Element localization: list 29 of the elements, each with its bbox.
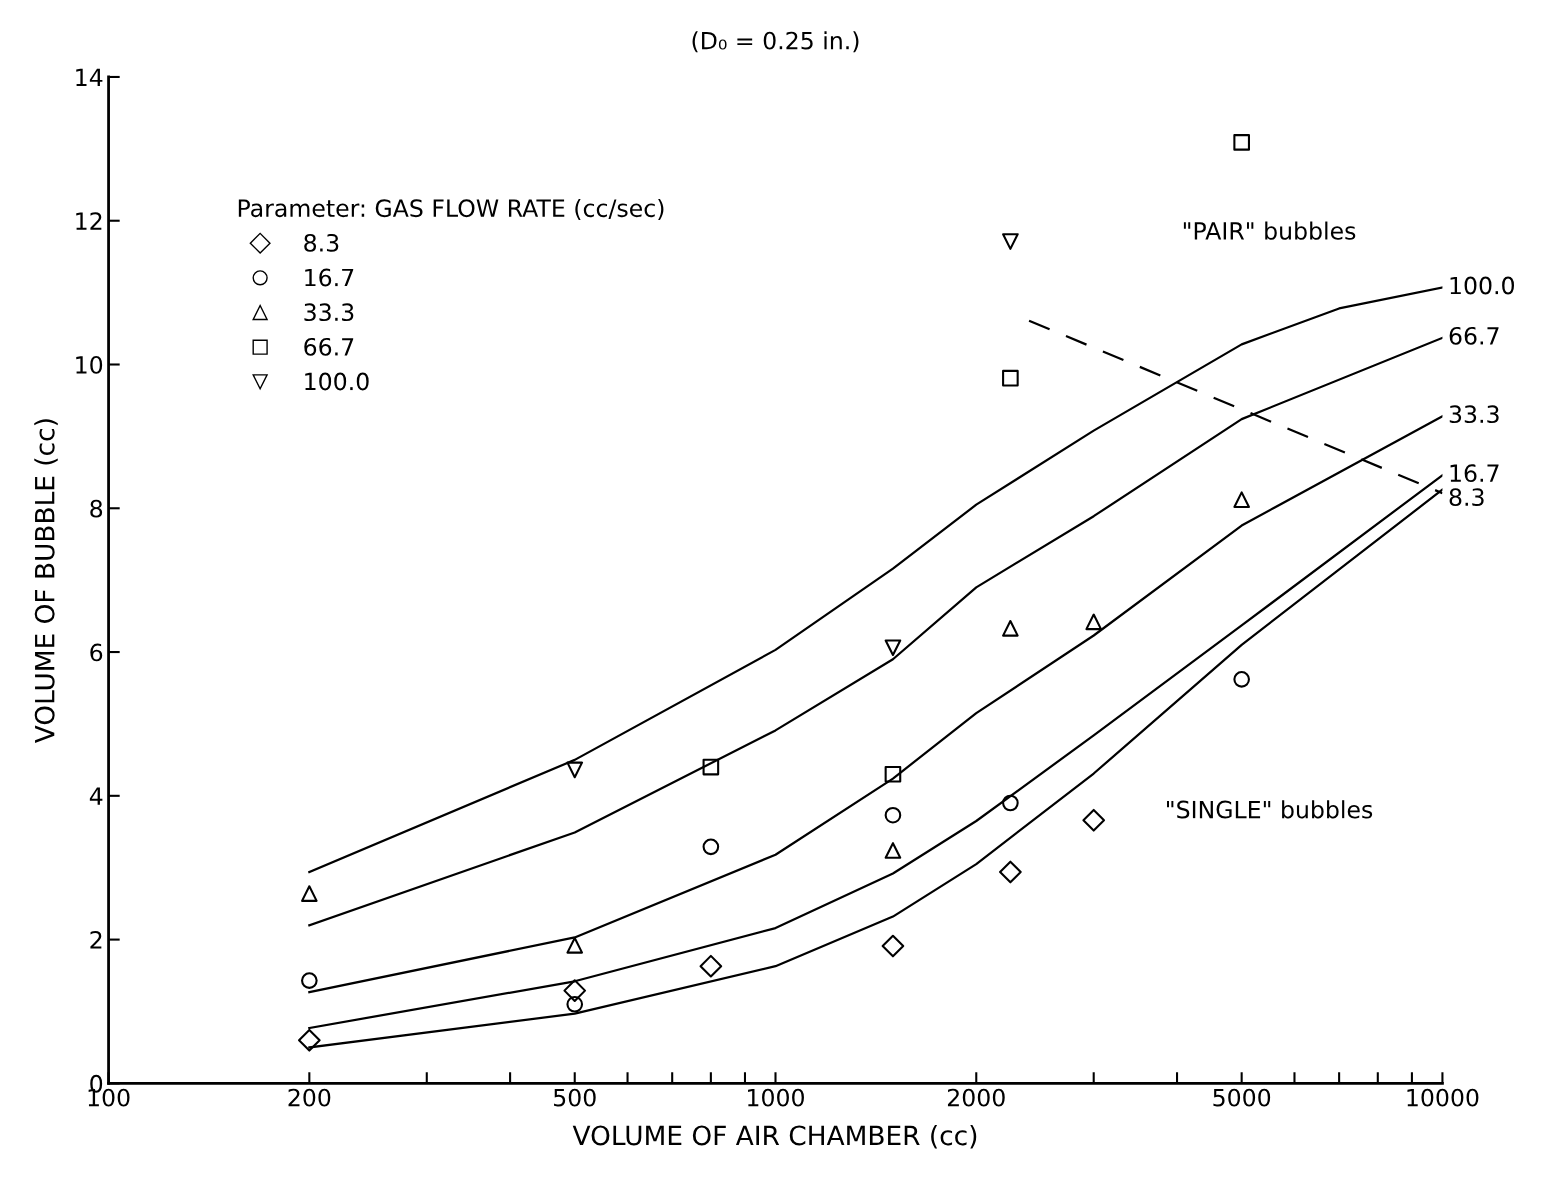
legend-label: 16.7 (305, 268, 354, 287)
y-tick-label: 8 (90, 499, 103, 518)
annotation: "SINGLE" bubbles (1167, 800, 1373, 819)
x-tick-label: 2000 (947, 1088, 1005, 1107)
series-label: 33.3 (1449, 405, 1499, 424)
legend-label: 8.3 (304, 233, 339, 252)
y-tick-label: 14 (76, 68, 103, 86)
legend-label: 100.0 (305, 372, 369, 391)
x-tick-label: 5000 (1213, 1088, 1271, 1107)
y-tick-label: 6 (90, 643, 103, 662)
legend-label: 33.3 (304, 303, 354, 322)
series-label: 100.0 (1450, 276, 1515, 295)
legend-title: Parameter: GAS FLOW RATE (cc/sec) (238, 198, 664, 220)
legend-label: 66.7 (304, 337, 354, 356)
y-axis-title: VOLUME OF BUBBLE (cc) (34, 419, 58, 744)
x-tick-label: 200 (288, 1088, 331, 1107)
x-tick-label: 10000 (1407, 1088, 1479, 1107)
series-label: 66.7 (1449, 326, 1499, 345)
series-label: 16.7 (1450, 464, 1499, 483)
y-tick-label: 2 (90, 931, 102, 949)
chart-title: (D₀ = 0.25 in.) (692, 31, 859, 53)
x-axis-title: VOLUME OF AIR CHAMBER (cc) (572, 1124, 977, 1149)
x-tick-label: 1000 (748, 1088, 804, 1107)
y-tick-label: 4 (89, 787, 103, 805)
y-tick-label: 12 (76, 212, 102, 230)
annotation: "PAIR" bubbles (1183, 221, 1356, 240)
y-tick-label: 10 (76, 355, 103, 374)
x-tick-label: 500 (554, 1088, 596, 1107)
series-label: 8.3 (1449, 488, 1484, 507)
